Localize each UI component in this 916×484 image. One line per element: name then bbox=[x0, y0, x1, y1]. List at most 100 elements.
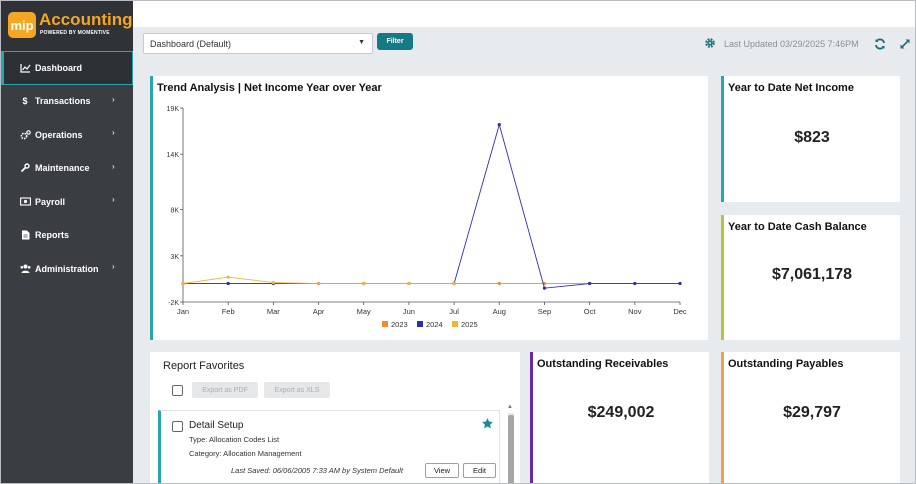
trend-analysis-card: Trend Analysis | Net Income Year over Ye… bbox=[150, 76, 708, 340]
sidebar-item-label: Dashboard bbox=[35, 62, 83, 73]
dashboard-select[interactable]: Dashboard (Default) ▼ bbox=[143, 33, 373, 54]
data-point-2025 bbox=[226, 275, 230, 279]
data-point-2024 bbox=[226, 281, 230, 286]
sidebar: mip Accounting POWERED BY MOMENTIVE Dash… bbox=[1, 1, 133, 483]
x-tick-label: May bbox=[357, 307, 371, 316]
y-tick-label: 19K bbox=[167, 106, 180, 113]
y-tick-label: 3K bbox=[170, 254, 179, 261]
data-point-2025 bbox=[452, 281, 456, 286]
x-tick-label: Aug bbox=[493, 307, 506, 316]
gears-icon bbox=[19, 129, 31, 141]
wrench-icon bbox=[19, 162, 31, 174]
sidebar-item-payroll[interactable]: Payroll › bbox=[1, 185, 133, 219]
select-all-checkbox[interactable] bbox=[172, 385, 183, 396]
trend-title: Trend Analysis | Net Income Year over Ye… bbox=[157, 82, 382, 94]
sidebar-item-label: Reports bbox=[35, 230, 70, 241]
sidebar-item-label: Operations bbox=[35, 129, 83, 140]
kpi-title: Year to Date Net Income bbox=[728, 82, 854, 94]
x-tick-label: Jan bbox=[177, 307, 189, 316]
dashboard-content: Trend Analysis | Net Income Year over Ye… bbox=[133, 60, 915, 483]
sidebar-item-label: Payroll bbox=[35, 196, 66, 207]
data-point-2024 bbox=[497, 123, 501, 127]
legend-label: 2025 bbox=[461, 320, 478, 329]
sidebar-item-operations[interactable]: Operations › bbox=[1, 118, 133, 152]
legend-label: 2023 bbox=[391, 320, 408, 329]
money-icon bbox=[19, 196, 31, 208]
x-tick-label: Dec bbox=[673, 307, 687, 316]
chevron-right-icon: › bbox=[112, 262, 115, 271]
dollar-icon: $ bbox=[22, 96, 28, 107]
x-tick-label: Jul bbox=[449, 307, 459, 316]
sidebar-item-administration[interactable]: Administration › bbox=[1, 252, 133, 286]
app-title: Accounting bbox=[39, 10, 133, 29]
data-point-2023 bbox=[497, 281, 501, 286]
gear-icon[interactable] bbox=[704, 36, 716, 48]
kpi-value: $823 bbox=[794, 129, 830, 146]
x-tick-label: Oct bbox=[584, 307, 597, 316]
legend-label: 2024 bbox=[426, 320, 443, 329]
edit-button[interactable]: Edit bbox=[463, 463, 496, 478]
scrollbar-thumb[interactable] bbox=[508, 415, 514, 483]
chevron-right-icon: › bbox=[112, 94, 115, 104]
kpi-value: $7,061,178 bbox=[771, 266, 853, 283]
chevron-right-icon: › bbox=[112, 195, 115, 204]
refresh-icon[interactable] bbox=[874, 37, 886, 50]
filter-button[interactable]: Filter bbox=[377, 33, 413, 50]
sidebar-item-reports[interactable]: Reports bbox=[1, 219, 133, 253]
favorite-report-name: Detail Setup bbox=[189, 420, 244, 431]
series-line-2024 bbox=[183, 122, 680, 289]
star-icon[interactable] bbox=[481, 417, 494, 435]
x-tick-label: Sep bbox=[538, 307, 551, 316]
kpi-value: $249,002 bbox=[587, 404, 655, 421]
dashboard-select-value: Dashboard (Default) bbox=[150, 39, 232, 49]
sidebar-item-label: Transactions bbox=[35, 96, 91, 107]
kpi-net-income-card[interactable]: Year to Date Net Income $823 bbox=[721, 76, 900, 202]
y-tick-label: -2K bbox=[168, 300, 179, 307]
logo: mip Accounting POWERED BY MOMENTIVE bbox=[1, 1, 133, 51]
kpi-value: $29,797 bbox=[783, 404, 841, 421]
app-subtitle: POWERED BY MOMENTIVE bbox=[40, 30, 110, 36]
caret-down-icon: ▼ bbox=[358, 39, 365, 46]
kpi-receivables-card[interactable]: Outstanding Receivables $249,002 bbox=[530, 352, 709, 483]
kpi-title: Year to Date Cash Balance bbox=[728, 221, 867, 233]
x-tick-label: Mar bbox=[267, 307, 280, 316]
kpi-title: Outstanding Receivables bbox=[537, 358, 669, 370]
data-point-2025 bbox=[407, 281, 411, 286]
view-button[interactable]: View bbox=[425, 463, 459, 478]
y-tick-label: 8K bbox=[170, 208, 179, 215]
sidebar-item-transactions[interactable]: $ Transactions › bbox=[1, 85, 133, 119]
data-point-2025 bbox=[271, 281, 275, 285]
top-bar bbox=[133, 1, 915, 27]
favorite-item-checkbox[interactable] bbox=[172, 421, 183, 432]
expand-icon[interactable] bbox=[899, 37, 911, 49]
kpi-title: Outstanding Payables bbox=[728, 358, 844, 370]
data-point-2025 bbox=[362, 281, 366, 286]
data-point-2025 bbox=[181, 281, 185, 286]
export-pdf-button[interactable]: Export as PDF bbox=[192, 382, 258, 398]
sidebar-item-dashboard[interactable]: Dashboard bbox=[1, 51, 133, 85]
sidebar-item-label: Maintenance bbox=[35, 163, 90, 174]
x-tick-label: Feb bbox=[222, 307, 235, 316]
x-tick-label: Jun bbox=[403, 307, 415, 316]
logo-badge: mip bbox=[8, 12, 36, 38]
data-point-2025 bbox=[316, 281, 321, 286]
data-point-2024 bbox=[588, 281, 592, 286]
kpi-payables-card[interactable]: Outstanding Payables $29,797 bbox=[721, 352, 900, 483]
chart-line-icon bbox=[19, 62, 31, 74]
data-point-2024 bbox=[633, 281, 637, 286]
favorite-report-category: Category: Allocation Management bbox=[189, 449, 302, 458]
sidebar-item-maintenance[interactable]: Maintenance › bbox=[1, 152, 133, 186]
data-point-2024 bbox=[678, 281, 682, 286]
favorite-last-saved: Last Saved: 06/06/2005 7:33 AM by System… bbox=[231, 466, 403, 475]
report-favorites-card: Report Favorites Export as PDF Export as… bbox=[150, 352, 520, 483]
export-xls-button[interactable]: Export as XLS bbox=[264, 382, 330, 398]
legend-swatch bbox=[417, 321, 423, 327]
favorite-report-item[interactable]: Detail Setup Type: Allocation Codes List… bbox=[158, 410, 500, 483]
last-updated-text: Last Updated 03/29/2025 7:46PM bbox=[724, 39, 859, 49]
favorites-title: Report Favorites bbox=[163, 360, 245, 372]
scroll-up-icon[interactable]: ▲ bbox=[507, 404, 513, 410]
x-tick-label: Nov bbox=[628, 307, 642, 316]
kpi-cash-balance-card[interactable]: Year to Date Cash Balance $7,061,178 bbox=[721, 215, 900, 340]
